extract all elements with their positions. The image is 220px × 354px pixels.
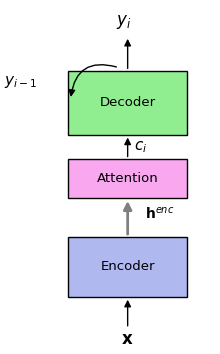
Text: $\mathbf{x}$: $\mathbf{x}$	[121, 330, 134, 348]
FancyBboxPatch shape	[68, 71, 187, 135]
Text: $y_{i-1}$: $y_{i-1}$	[4, 74, 37, 90]
Text: Attention: Attention	[97, 172, 159, 185]
Text: Decoder: Decoder	[100, 96, 156, 109]
Text: $c_i$: $c_i$	[134, 139, 147, 155]
Text: $y_i$: $y_i$	[116, 13, 131, 31]
FancyBboxPatch shape	[68, 237, 187, 297]
Text: Encoder: Encoder	[100, 261, 155, 273]
FancyBboxPatch shape	[68, 159, 187, 198]
Text: $\mathbf{h}^{enc}$: $\mathbf{h}^{enc}$	[145, 206, 174, 222]
